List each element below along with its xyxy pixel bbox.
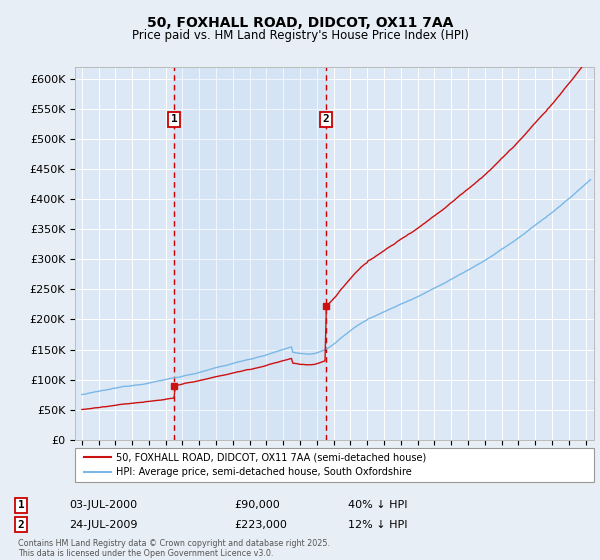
Text: 24-JUL-2009: 24-JUL-2009 xyxy=(69,520,137,530)
Text: 50, FOXHALL ROAD, DIDCOT, OX11 7AA (semi-detached house): 50, FOXHALL ROAD, DIDCOT, OX11 7AA (semi… xyxy=(116,452,426,463)
Text: 2: 2 xyxy=(323,114,329,124)
Text: 12% ↓ HPI: 12% ↓ HPI xyxy=(348,520,407,530)
Text: 50, FOXHALL ROAD, DIDCOT, OX11 7AA: 50, FOXHALL ROAD, DIDCOT, OX11 7AA xyxy=(147,16,453,30)
Text: 1: 1 xyxy=(17,500,25,510)
Text: 40% ↓ HPI: 40% ↓ HPI xyxy=(348,500,407,510)
Text: HPI: Average price, semi-detached house, South Oxfordshire: HPI: Average price, semi-detached house,… xyxy=(116,467,412,477)
Text: 03-JUL-2000: 03-JUL-2000 xyxy=(69,500,137,510)
Text: £223,000: £223,000 xyxy=(234,520,287,530)
Text: Price paid vs. HM Land Registry's House Price Index (HPI): Price paid vs. HM Land Registry's House … xyxy=(131,29,469,42)
Text: 2: 2 xyxy=(17,520,25,530)
Bar xyxy=(174,67,326,440)
Text: 1: 1 xyxy=(171,114,178,124)
Text: Contains HM Land Registry data © Crown copyright and database right 2025.
This d: Contains HM Land Registry data © Crown c… xyxy=(18,539,330,558)
Text: £90,000: £90,000 xyxy=(234,500,280,510)
